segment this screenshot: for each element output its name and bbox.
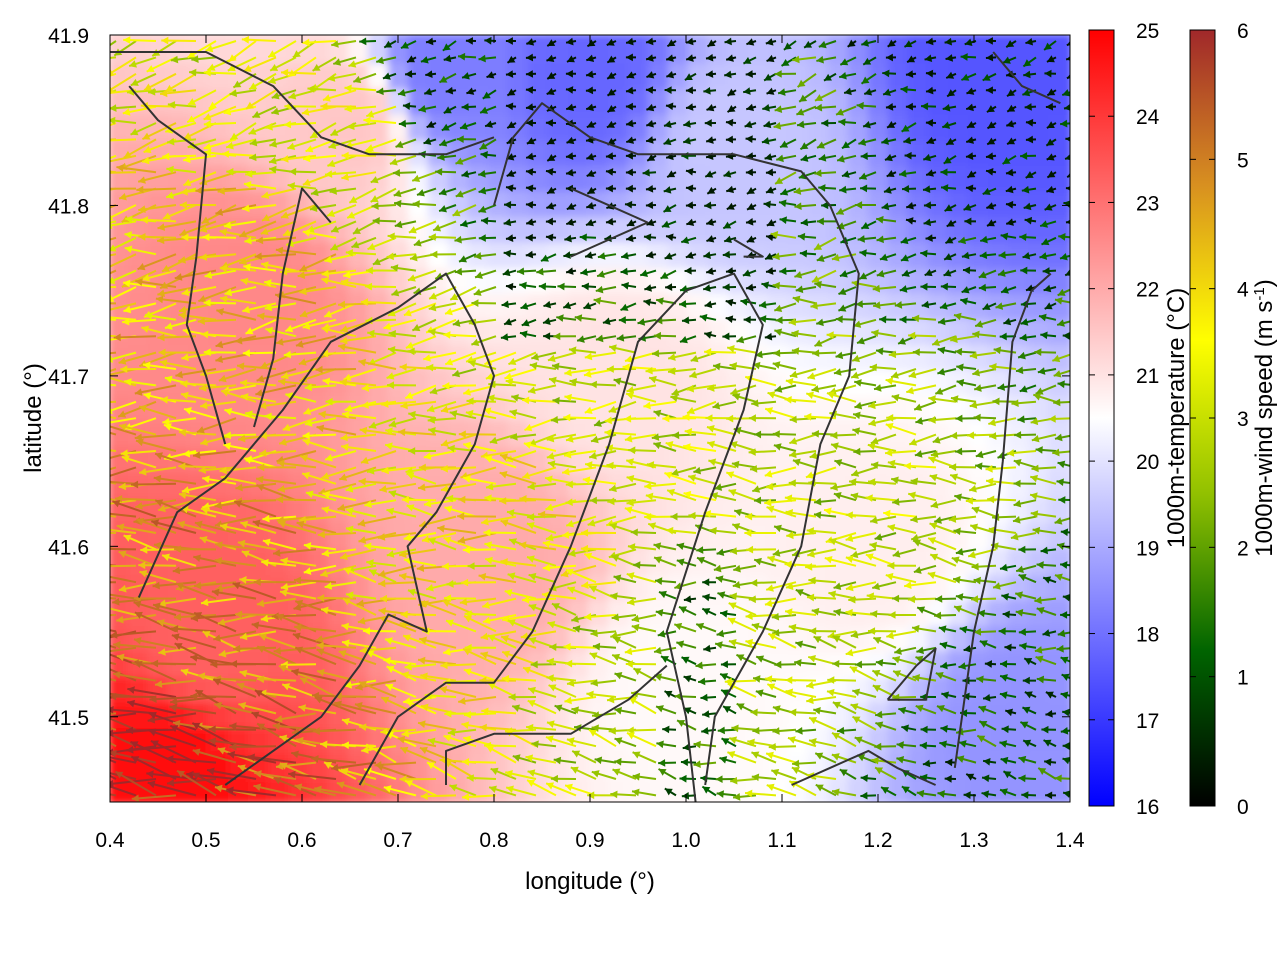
wind-arrow-head bbox=[100, 158, 108, 166]
wind-arrow-head bbox=[82, 111, 90, 118]
wind-arrow-head bbox=[74, 612, 81, 620]
wind-arrow-head bbox=[99, 604, 107, 611]
wind-arrow-shaft bbox=[110, 661, 117, 666]
wind-arrow-head bbox=[97, 562, 104, 570]
wind-arrow-head bbox=[102, 313, 109, 321]
wind-arrow-head bbox=[89, 96, 97, 103]
wind-arrow-head bbox=[76, 474, 84, 481]
wind-arrow-shaft bbox=[110, 171, 137, 174]
wind-arrow-head bbox=[87, 750, 95, 758]
wind-arrow-head bbox=[99, 169, 106, 177]
wind-arrow-head bbox=[79, 281, 87, 288]
wind-arrow-head bbox=[100, 374, 108, 381]
wind-arrow-head bbox=[86, 161, 94, 168]
wind-arrow-head bbox=[80, 165, 87, 173]
wind-arrow-shaft bbox=[110, 318, 117, 321]
wind-arrow-shaft bbox=[110, 547, 137, 551]
temperature-cell bbox=[110, 339, 133, 371]
wind-arrow-head bbox=[98, 526, 105, 534]
wind-arrow-head bbox=[91, 509, 98, 517]
wind-arrow-head bbox=[76, 299, 83, 307]
wind-arrow-head bbox=[74, 668, 82, 675]
wind-arrow-head bbox=[93, 661, 101, 668]
wind-arrow-shaft bbox=[110, 695, 157, 698]
temperature-cell bbox=[110, 109, 133, 141]
wind-arrow-head bbox=[72, 651, 80, 658]
wind-arrow-head bbox=[83, 315, 90, 323]
wind-arrow-shaft bbox=[208, 728, 257, 731]
wind-arrow-head bbox=[83, 129, 91, 136]
temperature-cell bbox=[110, 544, 133, 575]
wind-arrow-head bbox=[73, 633, 81, 640]
wind-arrow-head bbox=[89, 778, 97, 785]
wind-arrow-head bbox=[80, 409, 88, 417]
wind-arrow-head bbox=[80, 331, 87, 339]
wind-arrow-head bbox=[70, 742, 78, 749]
wind-arrow-head bbox=[84, 78, 92, 85]
wind-arrow-head bbox=[97, 185, 104, 193]
wind-arrow-head bbox=[99, 500, 106, 508]
wind-arrow-head bbox=[77, 528, 84, 536]
wind-arrow-head bbox=[91, 647, 99, 654]
wind-arrow-head bbox=[73, 592, 80, 600]
temperature-cell bbox=[110, 237, 133, 269]
wind-arrow-head bbox=[101, 137, 108, 145]
wind-arrow-shaft bbox=[110, 138, 137, 142]
temperature-cell bbox=[110, 416, 133, 448]
wind-arrow-shaft bbox=[110, 564, 117, 567]
wind-arrow-head bbox=[93, 477, 100, 485]
wind-arrow-head bbox=[75, 421, 83, 428]
wind-arrow-shaft bbox=[110, 793, 117, 797]
temperature-cell bbox=[110, 518, 133, 550]
wind-arrow-head bbox=[102, 89, 109, 97]
wind-arrow-head bbox=[93, 649, 100, 657]
wind-arrow-shaft bbox=[110, 758, 117, 764]
wind-arrow-shaft bbox=[110, 696, 117, 699]
wind-arrow-head bbox=[69, 785, 77, 793]
wind-arrow-shaft bbox=[110, 774, 117, 780]
wind-arrow-head bbox=[79, 444, 86, 452]
wind-arrow-head bbox=[81, 283, 88, 291]
wind-arrow-head bbox=[95, 48, 103, 55]
temperature-cell bbox=[110, 58, 133, 90]
wind-arrow-head bbox=[77, 244, 85, 251]
wind-arrow-head bbox=[79, 137, 86, 145]
wind-arrow-head bbox=[110, 423, 111, 427]
wind-arrow-head bbox=[98, 372, 106, 380]
wind-arrow-head bbox=[93, 589, 100, 597]
wind-arrow-head bbox=[71, 579, 78, 587]
wind-arrow-head bbox=[79, 257, 87, 265]
wind-arrow-head bbox=[95, 420, 103, 427]
wind-arrow-head bbox=[77, 491, 85, 499]
wind-arrow-head bbox=[88, 55, 95, 63]
wind-arrow-head bbox=[94, 457, 102, 464]
wind-arrow-head bbox=[110, 221, 113, 230]
wind-arrow-head bbox=[93, 475, 101, 482]
wind-arrow-head bbox=[88, 766, 96, 774]
wind-arrow-head bbox=[91, 545, 98, 553]
temperature-cell bbox=[110, 646, 133, 678]
wind-arrow-head bbox=[71, 756, 79, 763]
wind-arrow-head bbox=[77, 472, 85, 479]
wind-arrow-head bbox=[92, 710, 100, 717]
wind-arrow-head bbox=[78, 399, 85, 407]
wind-arrow-head bbox=[90, 688, 97, 696]
wind-arrow-head bbox=[66, 697, 73, 705]
wind-arrow-head bbox=[100, 307, 108, 314]
wind-arrow-head bbox=[75, 353, 82, 361]
wind-arrow-head bbox=[90, 637, 98, 645]
wind-arrow-head bbox=[93, 571, 101, 579]
wind-arrow-head bbox=[102, 264, 110, 271]
wind-arrow-shaft bbox=[110, 629, 117, 633]
wind-arrow-head bbox=[92, 725, 100, 732]
plot-area bbox=[66, 35, 1070, 802]
wind-arrow-head bbox=[70, 620, 78, 628]
wind-arrow-head bbox=[110, 341, 111, 344]
wind-arrow-head bbox=[85, 222, 93, 230]
wind-arrow-head bbox=[77, 510, 84, 518]
